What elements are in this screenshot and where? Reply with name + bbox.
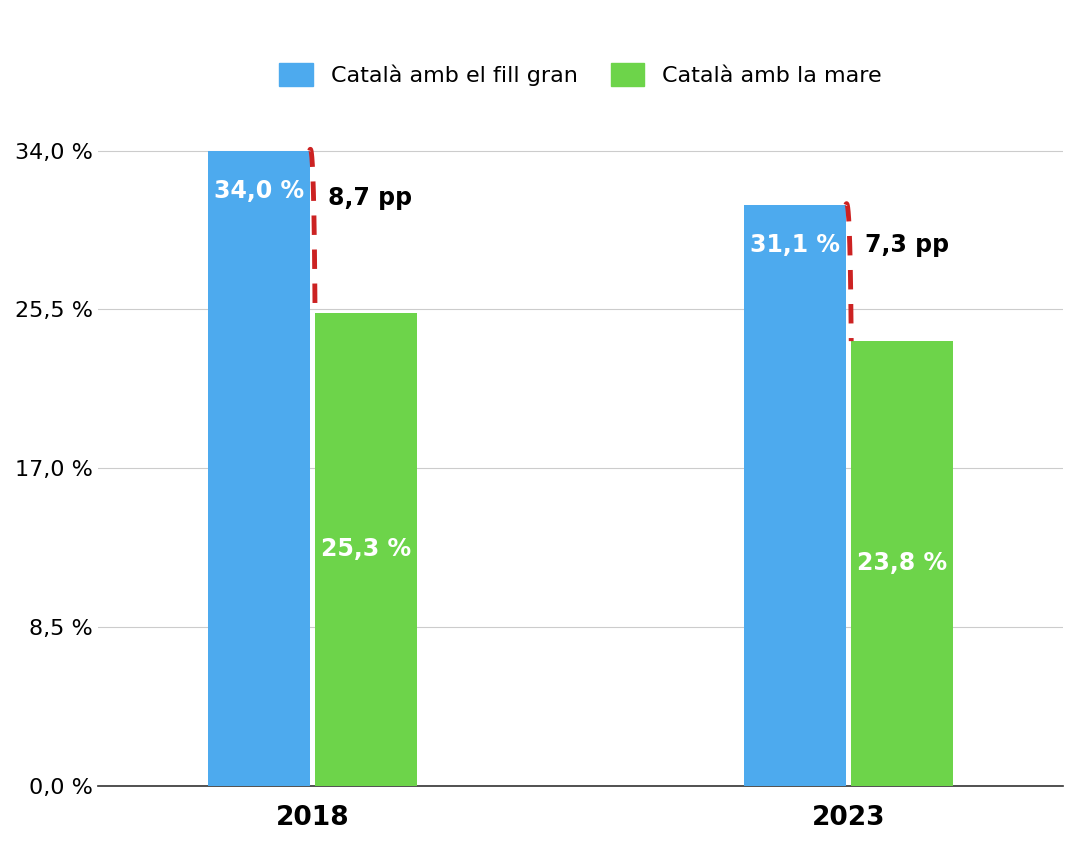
Text: 23,8 %: 23,8 %	[857, 552, 948, 575]
Bar	[744, 205, 846, 786]
Bar	[852, 341, 953, 786]
Bar	[208, 151, 309, 786]
Text: 8,7 pp: 8,7 pp	[329, 186, 413, 211]
Text: 34,0 %: 34,0 %	[213, 179, 304, 203]
Legend: Català amb el fill gran, Català amb la mare: Català amb el fill gran, Català amb la m…	[271, 54, 890, 95]
Bar	[315, 313, 417, 786]
Text: 7,3 pp: 7,3 pp	[865, 233, 949, 257]
Text: 31,1 %: 31,1 %	[750, 233, 840, 257]
Text: 25,3 %: 25,3 %	[321, 537, 411, 562]
